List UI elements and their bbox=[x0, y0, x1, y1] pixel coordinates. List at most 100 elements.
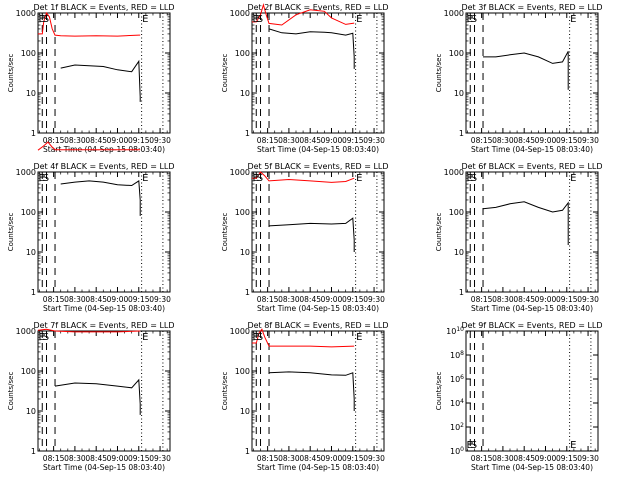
plot-2-marker-s: S bbox=[257, 14, 263, 25]
plot-9-ylabel: Counts/sec bbox=[435, 372, 443, 411]
plot-2-frame bbox=[251, 12, 385, 134]
plot-1-ytick-label: 10 bbox=[26, 89, 36, 98]
plot-9-ytick-label: 1010 bbox=[446, 326, 464, 336]
plot-4-xtick-label: 08:45 bbox=[85, 295, 107, 304]
plot-4-ytick-label: 100 bbox=[21, 208, 36, 217]
plot-4-ytick-label: 10 bbox=[26, 248, 36, 257]
plot-6-xtick-label: 09:15 bbox=[556, 295, 578, 304]
plot-3-ytick-label: 1 bbox=[459, 129, 464, 138]
plot-8-xtick-label: 09:00 bbox=[321, 454, 343, 463]
plot-4-xtick-label: 08:15 bbox=[43, 295, 65, 304]
plot-9-ytick-label: 106 bbox=[450, 374, 464, 384]
plot-2-xlabel: Start Time (04-Sep-15 08:03:40) bbox=[257, 145, 379, 154]
plot-8-ytick-label: 1000 bbox=[230, 327, 250, 336]
plot-2-ytick-label: 100 bbox=[235, 49, 250, 58]
plot-5-ytick-label: 100 bbox=[235, 208, 250, 217]
plot-7-ylabel: Counts/sec bbox=[7, 372, 15, 411]
plot-4-frame bbox=[37, 171, 171, 293]
plot-4-xtick-label: 08:30 bbox=[64, 295, 86, 304]
plot-8-xtick-label: 09:30 bbox=[363, 454, 385, 463]
plot-5-marker-e: E bbox=[253, 173, 259, 184]
plot-9-ytick-label: 108 bbox=[450, 350, 464, 360]
plot-3-xtick-label: 08:30 bbox=[492, 136, 514, 145]
plot-9-xtick-label: 08:30 bbox=[492, 454, 514, 463]
plot-1-ytick-label: 1 bbox=[31, 129, 36, 138]
plot-3-frame bbox=[465, 12, 599, 134]
plot-6-xtick-label: 08:15 bbox=[471, 295, 493, 304]
plot-2-series-lld bbox=[252, 2, 355, 26]
plot-6-title: Det 6f BLACK = Events, RED = LLD bbox=[461, 162, 602, 171]
plot-5-ytick-label: 1 bbox=[245, 288, 250, 297]
plot-7-marker-e: E bbox=[142, 332, 148, 343]
plot-6-xtick-label: 09:30 bbox=[577, 295, 599, 304]
plot-7-series-lld bbox=[37, 328, 141, 333]
plot-5-ytick-label: 1000 bbox=[230, 168, 250, 177]
plot-4-ylabel: Counts/sec bbox=[7, 213, 15, 252]
plot-3-ylabel: Counts/sec bbox=[435, 54, 443, 93]
plot-4-xtick-label: 09:15 bbox=[128, 295, 150, 304]
plot-3-ytick-label: 1000 bbox=[444, 9, 464, 18]
plot-6-marker-s: S bbox=[471, 173, 477, 184]
plot-5-ytick-label: 10 bbox=[240, 248, 250, 257]
plot-4-ytick-label: 1000 bbox=[16, 168, 36, 177]
plot-7-marker-s: S bbox=[43, 332, 49, 343]
plot-8-xtick-label: 08:15 bbox=[257, 454, 279, 463]
plot-1-series-lld bbox=[38, 11, 141, 37]
plot-5-ylabel: Counts/sec bbox=[221, 213, 229, 252]
plot-7-xtick-label: 09:00 bbox=[107, 454, 129, 463]
plot-9-xtick-label: 09:00 bbox=[535, 454, 557, 463]
plot-9-xlabel: Start Time (04-Sep-15 08:03:40) bbox=[471, 463, 593, 472]
plot-7-ytick-label: 10 bbox=[26, 407, 36, 416]
plot-8-frame bbox=[251, 330, 385, 452]
plot-3-xtick-label: 09:30 bbox=[577, 136, 599, 145]
plot-6-xtick-label: 09:00 bbox=[535, 295, 557, 304]
plot-7-series-events bbox=[54, 378, 141, 415]
plot-1-ylabel: Counts/sec bbox=[7, 54, 15, 93]
plot-3-xtick-label: 09:00 bbox=[535, 136, 557, 145]
plot-5-series-events bbox=[268, 217, 355, 252]
plot-8-xtick-label: 08:45 bbox=[299, 454, 321, 463]
plot-2-ytick-label: 1000 bbox=[230, 9, 250, 18]
plot-1-ytick-label: 1000 bbox=[16, 9, 36, 18]
plot-1-ytick-label: 100 bbox=[21, 49, 36, 58]
plot-6-ytick-label: 1 bbox=[459, 288, 464, 297]
plot-1-xtick-label: 09:15 bbox=[128, 136, 150, 145]
plot-9-marker-e: E bbox=[570, 440, 576, 451]
plot-8-series-lld bbox=[252, 328, 355, 348]
plot-5-xtick-label: 09:00 bbox=[321, 295, 343, 304]
plot-9-marker-s: S bbox=[471, 440, 477, 451]
plot-6-xtick-label: 08:45 bbox=[513, 295, 535, 304]
plot-4-marker-e: E bbox=[142, 173, 148, 184]
plot-1-marker-e: E bbox=[39, 14, 45, 25]
plot-7-xtick-label: 08:30 bbox=[64, 454, 86, 463]
plot-3-ytick-label: 10 bbox=[454, 89, 464, 98]
plot-5-xtick-label: 08:45 bbox=[299, 295, 321, 304]
plot-4-xlabel: Start Time (04-Sep-15 08:03:40) bbox=[43, 304, 165, 313]
plot-7-ytick-label: 100 bbox=[21, 367, 36, 376]
plot-3-ytick-label: 100 bbox=[449, 49, 464, 58]
plot-8-ytick-label: 100 bbox=[235, 367, 250, 376]
plot-3-xtick-label: 08:45 bbox=[513, 136, 535, 145]
plot-8-xtick-label: 09:15 bbox=[342, 454, 364, 463]
plot-3-xtick-label: 08:15 bbox=[471, 136, 493, 145]
plot-1-xtick-label: 08:30 bbox=[64, 136, 86, 145]
plot-2-ytick-label: 10 bbox=[240, 89, 250, 98]
plot-7-ytick-label: 1000 bbox=[16, 327, 36, 336]
plot-2-ylabel: Counts/sec bbox=[221, 54, 229, 93]
plot-7-xtick-label: 08:15 bbox=[43, 454, 65, 463]
plot-8-ylabel: Counts/sec bbox=[221, 372, 229, 411]
plot-3-xtick-label: 09:15 bbox=[556, 136, 578, 145]
plot-9-xtick-label: 08:15 bbox=[471, 454, 493, 463]
plot-6-xlabel: Start Time (04-Sep-15 08:03:40) bbox=[471, 304, 593, 313]
plot-9-ytick-label: 104 bbox=[450, 398, 464, 408]
plot-8-marker-e: E bbox=[253, 332, 259, 343]
plot-4-title: Det 4f BLACK = Events, RED = LLD bbox=[33, 162, 174, 171]
plot-7-ytick-label: 1 bbox=[31, 447, 36, 456]
plot-9-frame bbox=[465, 330, 599, 452]
plot-5-xtick-label: 09:15 bbox=[342, 295, 364, 304]
plot-8-ytick-label: 1 bbox=[245, 447, 250, 456]
plot-7-xlabel: Start Time (04-Sep-15 08:03:40) bbox=[43, 463, 165, 472]
plot-9-marker-e: E bbox=[467, 440, 473, 451]
plot-1-xtick-label: 09:00 bbox=[107, 136, 129, 145]
